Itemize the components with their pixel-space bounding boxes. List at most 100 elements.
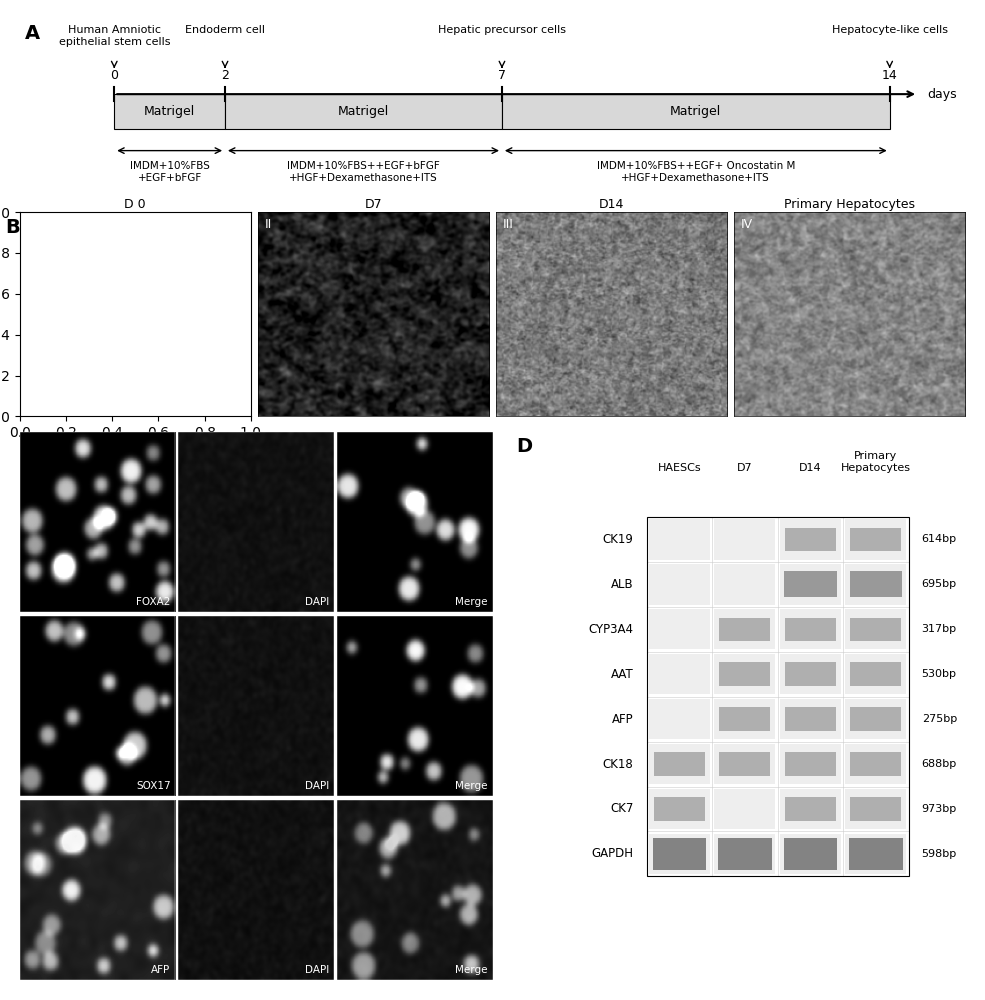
Text: C: C: [24, 437, 38, 456]
Bar: [649, 654, 710, 694]
Bar: [714, 789, 775, 829]
Text: CYP3A4: CYP3A4: [589, 623, 633, 636]
Text: Primary
Hepatocytes: Primary Hepatocytes: [841, 451, 911, 473]
Text: 275bp: 275bp: [922, 714, 956, 724]
Bar: [850, 662, 901, 686]
Bar: [850, 752, 901, 776]
Bar: [719, 752, 770, 776]
Bar: [780, 699, 841, 739]
Text: D7: D7: [737, 463, 753, 473]
Text: Human Amniotic
epithelial stem cells: Human Amniotic epithelial stem cells: [58, 25, 170, 47]
Title: D14: D14: [599, 198, 624, 211]
Bar: [649, 564, 710, 605]
Bar: [649, 789, 710, 829]
Text: I: I: [27, 218, 31, 231]
Text: DAPI: DAPI: [305, 965, 329, 975]
Bar: [850, 571, 902, 597]
Bar: [649, 834, 710, 874]
Text: 317bp: 317bp: [922, 624, 956, 634]
Text: SOX17: SOX17: [136, 781, 170, 791]
Text: 14: 14: [882, 69, 897, 82]
Text: 7: 7: [498, 69, 506, 82]
Bar: [785, 528, 836, 551]
Text: Matrigel: Matrigel: [144, 105, 195, 118]
Text: Matrigel: Matrigel: [670, 105, 721, 118]
Bar: [849, 838, 902, 870]
Bar: [225, 94, 502, 129]
Bar: [714, 654, 775, 694]
Text: IMDM+10%FBS++EGF+bFGF
+HGF+Dexamethasone+ITS: IMDM+10%FBS++EGF+bFGF +HGF+Dexamethasone…: [287, 161, 440, 183]
Bar: [845, 654, 906, 694]
Text: CK19: CK19: [603, 533, 633, 546]
Text: DAPI: DAPI: [305, 597, 329, 607]
Text: 614bp: 614bp: [922, 534, 956, 544]
Bar: [785, 662, 836, 686]
Bar: [502, 94, 889, 129]
Bar: [714, 834, 775, 874]
Text: 530bp: 530bp: [922, 669, 956, 679]
Bar: [845, 699, 906, 739]
Bar: [850, 797, 901, 821]
Bar: [785, 618, 836, 641]
Text: CK18: CK18: [603, 758, 633, 771]
Title: D 0: D 0: [124, 198, 146, 211]
Bar: [845, 789, 906, 829]
Text: HAESCs: HAESCs: [658, 463, 701, 473]
Bar: [647, 517, 908, 876]
Text: AFP: AFP: [612, 713, 633, 726]
Text: 695bp: 695bp: [922, 579, 956, 589]
Bar: [654, 752, 705, 776]
Text: 598bp: 598bp: [922, 849, 956, 859]
Text: A: A: [25, 24, 39, 43]
Title: D7: D7: [364, 198, 382, 211]
Text: IMDM+10%FBS++EGF+ Oncostatin M
+HGF+Dexamethasone+ITS: IMDM+10%FBS++EGF+ Oncostatin M +HGF+Dexa…: [597, 161, 795, 183]
Bar: [850, 528, 901, 551]
Text: B: B: [5, 218, 20, 237]
Text: Hepatocyte-like cells: Hepatocyte-like cells: [831, 25, 948, 35]
Bar: [780, 834, 841, 874]
Text: AFP: AFP: [152, 965, 170, 975]
Bar: [714, 519, 775, 560]
Text: II: II: [265, 218, 272, 231]
Text: GAPDH: GAPDH: [592, 847, 633, 860]
Text: III: III: [503, 218, 514, 231]
Title: Primary Hepatocytes: Primary Hepatocytes: [784, 198, 915, 211]
Bar: [714, 699, 775, 739]
Text: CK7: CK7: [611, 802, 633, 815]
Bar: [780, 744, 841, 784]
Bar: [714, 564, 775, 605]
Bar: [649, 744, 710, 784]
Text: Hepatic precursor cells: Hepatic precursor cells: [438, 25, 566, 35]
Bar: [850, 707, 901, 731]
Text: Endoderm cell: Endoderm cell: [185, 25, 265, 35]
Bar: [719, 662, 770, 686]
Bar: [654, 797, 705, 821]
Bar: [653, 838, 706, 870]
Bar: [845, 834, 906, 874]
Text: DAPI: DAPI: [305, 781, 329, 791]
Text: D14: D14: [799, 463, 821, 473]
Bar: [785, 797, 836, 821]
Bar: [718, 838, 771, 870]
Bar: [850, 618, 901, 641]
Bar: [649, 519, 710, 560]
Bar: [649, 609, 710, 649]
Bar: [780, 564, 841, 605]
Bar: [714, 609, 775, 649]
Text: Merge: Merge: [455, 781, 488, 791]
Bar: [780, 609, 841, 649]
Bar: [780, 654, 841, 694]
Text: 0: 0: [110, 69, 118, 82]
Bar: [780, 519, 841, 560]
Bar: [784, 571, 836, 597]
Bar: [845, 519, 906, 560]
Bar: [783, 838, 837, 870]
Bar: [785, 707, 836, 731]
Bar: [780, 789, 841, 829]
Text: 973bp: 973bp: [922, 804, 956, 814]
Text: Merge: Merge: [455, 965, 488, 975]
Text: D: D: [516, 437, 533, 456]
Text: Merge: Merge: [455, 597, 488, 607]
Text: FOXA2: FOXA2: [136, 597, 170, 607]
Bar: [114, 94, 225, 129]
